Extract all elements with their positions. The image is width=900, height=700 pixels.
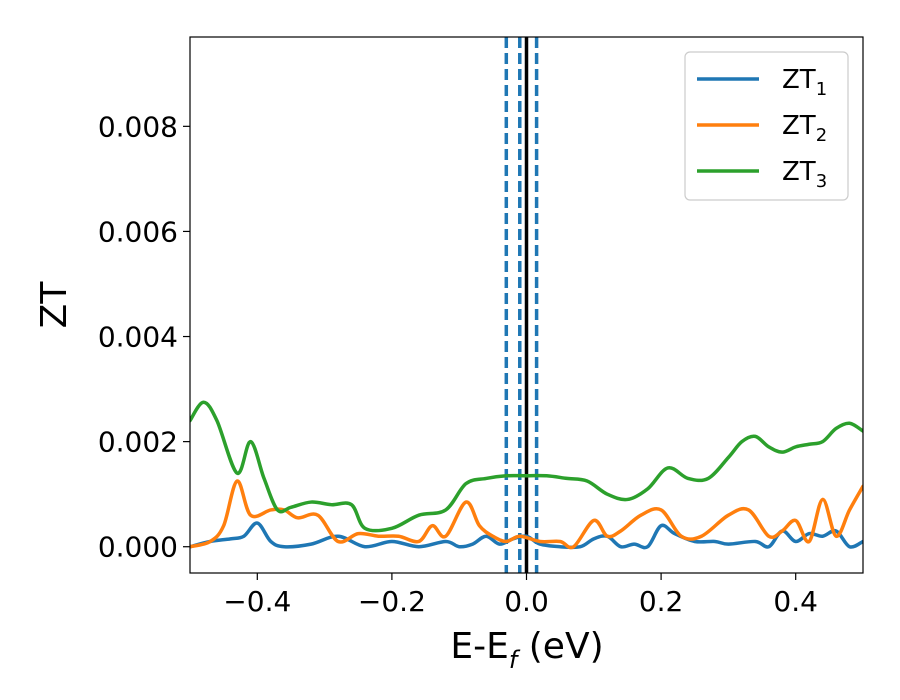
x-tick-label: 0.4 [773, 585, 818, 618]
x-tick-label: −0.2 [358, 585, 426, 618]
x-axis: −0.4 −0.2 0.0 0.2 0.4 [223, 573, 818, 618]
legend-label-zt3: ZT3 [782, 157, 827, 192]
y-tick-label: 0.004 [98, 321, 178, 354]
y-axis: 0.000 0.002 0.004 0.006 0.008 [98, 110, 190, 564]
series-lines [190, 400, 863, 550]
legend: ZT1 ZT2 ZT3 [684, 51, 849, 201]
y-axis-title: ZT [34, 281, 75, 329]
reference-lines [504, 37, 539, 573]
series-line-zt1 [190, 521, 863, 550]
series-line-zt3 [190, 400, 863, 533]
series-line-zt2 [190, 479, 863, 550]
x-tick-label: 0.2 [639, 585, 684, 618]
legend-box [684, 51, 849, 201]
legend-label-zt1: ZT1 [782, 65, 827, 100]
y-tick-label: 0.006 [98, 215, 178, 248]
x-tick-label: −0.4 [223, 585, 291, 618]
y-tick-label: 0.000 [98, 531, 178, 564]
y-tick-label: 0.002 [98, 426, 178, 459]
x-tick-label: 0.0 [504, 585, 549, 618]
y-tick-label: 0.008 [98, 110, 178, 143]
x-axis-title: E-Ef (eV) [450, 626, 603, 674]
legend-label-zt2: ZT2 [782, 111, 827, 146]
